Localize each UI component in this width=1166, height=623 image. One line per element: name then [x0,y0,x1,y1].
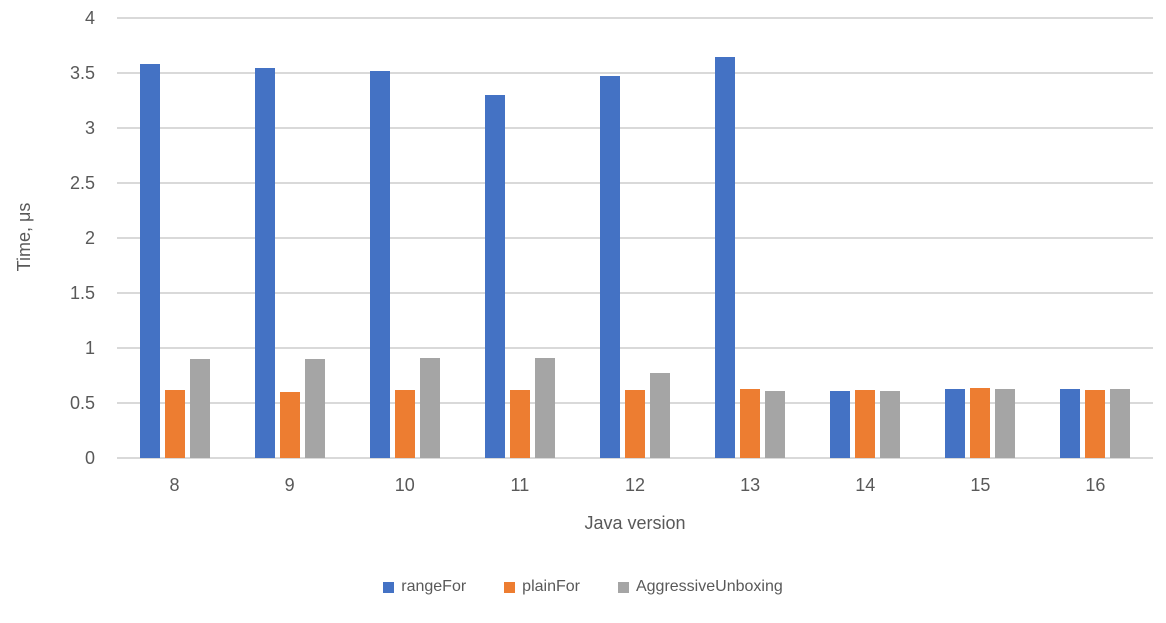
bar-AggressiveUnboxing-15 [995,388,1016,458]
legend-item-rangeFor: rangeFor [383,578,466,596]
gridline-y-1 [117,347,1153,349]
bar-plainFor-16 [1085,389,1106,458]
legend-swatch-icon [617,581,629,593]
gridline-y-0 [117,457,1153,459]
bar-plainFor-14 [855,389,876,458]
y-tick-label: 2 [84,228,95,248]
x-tick-label-9: 9 [284,475,295,495]
bar-plainFor-8 [164,389,185,458]
y-tick-label: 3 [84,118,95,138]
legend-label: AggressiveUnboxing [635,578,783,595]
y-tick-label: 1 [84,338,95,358]
bar-plainFor-12 [625,389,645,458]
y-tick-label: 4 [84,8,95,28]
bar-rangeFor-13 [715,56,736,458]
legend-label: plainFor [522,578,580,595]
bar-AggressiveUnboxing-10 [419,357,440,458]
bar-AggressiveUnboxing-12 [650,373,670,458]
gridline-y-2 [117,237,1153,239]
bar-rangeFor-14 [830,390,851,458]
plot-area: 0 0.5 1 1.5 2 2.5 3 3.5 4 8 9 10 11 12 13 14 15 16 [70,8,1153,495]
x-tick-label-12: 12 [624,475,646,495]
bar-AggressiveUnboxing-14 [880,390,901,458]
x-tick-label-8: 8 [169,475,180,495]
bar-plainFor-11 [509,389,530,458]
y-tick-label: 3.5 [69,63,95,83]
x-tick-label-15: 15 [970,475,991,495]
bar-AggressiveUnboxing-16 [1110,388,1131,458]
x-tick-label-11: 11 [510,475,530,495]
legend-swatch-icon [504,581,516,593]
bar-plainFor-10 [394,389,415,458]
bar-rangeFor-12 [600,76,620,458]
gridline-y-3.5 [117,72,1153,74]
y-tick-label: 1.5 [69,283,95,303]
bar-rangeFor-15 [945,388,966,458]
bar-plainFor-13 [740,388,761,458]
bar-AggressiveUnboxing-8 [189,359,210,458]
gridline-y-2.5 [117,182,1153,184]
x-axis-title: Java version [584,513,686,533]
gridline-y-4 [117,17,1153,19]
x-tick-label-16: 16 [1085,475,1106,495]
bar-AggressiveUnboxing-11 [534,357,555,458]
bar-rangeFor-8 [139,64,160,458]
bar-rangeFor-16 [1060,388,1081,458]
y-tick-label: 2.5 [69,173,95,193]
x-tick-label-10: 10 [394,475,415,495]
y-tick-label: 0 [84,448,95,468]
bar-rangeFor-11 [484,95,505,458]
bar-plainFor-9 [279,392,300,458]
x-tick-label-13: 13 [740,475,761,495]
bar-rangeFor-9 [254,67,275,458]
y-axis-title-text: Time, μs [14,202,34,272]
y-tick-label: 0.5 [69,393,95,413]
gridline-y-3 [117,127,1153,129]
gridline-y-1.5 [117,292,1153,294]
legend-label: rangeFor [401,578,467,595]
legend-item-AggressiveUnboxing: AggressiveUnboxing [617,578,783,596]
bar-AggressiveUnboxing-13 [765,390,786,458]
bar-AggressiveUnboxing-9 [304,359,325,458]
bar-rangeFor-10 [369,70,390,458]
legend: rangeFor plainFor AggressiveUnboxing [0,578,1166,596]
x-tick-label-14: 14 [855,475,876,495]
bar-plainFor-15 [970,387,991,458]
legend-item-plainFor: plainFor [504,578,580,596]
legend-swatch-icon [383,581,395,593]
